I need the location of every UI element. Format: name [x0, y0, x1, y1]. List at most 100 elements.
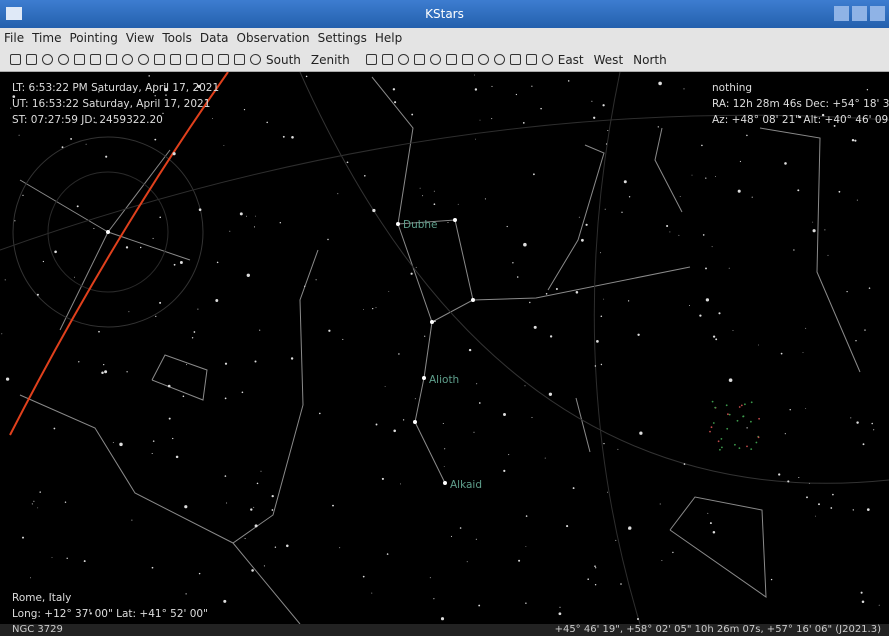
star-field [1, 75, 879, 621]
tool-icon[interactable] [218, 54, 229, 65]
star [37, 294, 39, 296]
star [286, 545, 289, 548]
star [545, 458, 546, 459]
maximize-button[interactable] [852, 6, 867, 21]
star [607, 492, 608, 493]
star [411, 273, 413, 275]
tool-icon[interactable] [42, 54, 53, 65]
star [254, 360, 256, 362]
tool-icon[interactable] [414, 54, 425, 65]
tool-icon[interactable] [122, 54, 133, 65]
info-line: Rome, Italy [12, 592, 71, 604]
star [225, 363, 227, 365]
star [387, 553, 389, 555]
info-line: UT: 16:53:22 Saturday, April 17, 2021 [12, 98, 210, 110]
sky-map[interactable]: LT: 6:53:22 PM Saturday, April 17, 2021U… [0, 72, 889, 624]
direction-button[interactable]: East [558, 53, 584, 67]
star [30, 577, 31, 578]
star [628, 526, 631, 529]
menu-item[interactable]: Data [196, 28, 233, 48]
star [595, 567, 596, 568]
menu-item[interactable]: File [0, 28, 28, 48]
menu-item[interactable]: Time [28, 28, 65, 48]
menu-item[interactable]: View [122, 28, 158, 48]
star [388, 291, 389, 292]
tool-icon[interactable] [26, 54, 37, 65]
tool-icon[interactable] [526, 54, 537, 65]
tool-icon[interactable] [234, 54, 245, 65]
star [729, 378, 733, 382]
tool-icon[interactable] [366, 54, 377, 65]
coordinate-grid [594, 72, 640, 624]
star [853, 509, 854, 510]
star [283, 136, 285, 138]
star [839, 191, 841, 193]
tool-icon[interactable] [510, 54, 521, 65]
star [168, 385, 171, 388]
direction-button[interactable]: South [266, 53, 301, 67]
direction-button[interactable]: North [633, 53, 667, 67]
tool-icon[interactable] [154, 54, 165, 65]
tool-icon[interactable] [494, 54, 505, 65]
cluster-star [744, 403, 746, 405]
star [523, 122, 525, 124]
star [62, 146, 64, 148]
tool-icon[interactable] [542, 54, 553, 65]
star [733, 330, 734, 331]
coordinate-grid [0, 115, 889, 250]
tool-icon[interactable] [10, 54, 21, 65]
star [154, 139, 156, 141]
star [275, 547, 276, 548]
tool-icon[interactable] [202, 54, 213, 65]
close-button[interactable] [870, 6, 885, 21]
star [74, 277, 75, 278]
star [620, 583, 622, 585]
menu-item[interactable]: Tools [158, 28, 196, 48]
bright-star [413, 420, 417, 424]
star [705, 177, 706, 178]
minimize-button[interactable] [834, 6, 849, 21]
tool-icon[interactable] [478, 54, 489, 65]
tool-icon[interactable] [74, 54, 85, 65]
toolbar: South Zenith East West North [0, 48, 889, 72]
star [194, 331, 196, 333]
star [245, 538, 246, 539]
cluster-star [734, 444, 736, 446]
star [176, 456, 179, 459]
star [152, 567, 154, 569]
tool-icon[interactable] [462, 54, 473, 65]
menu-item[interactable]: Pointing [65, 28, 121, 48]
tool-icon[interactable] [250, 54, 261, 65]
star [430, 577, 431, 578]
menu-item[interactable]: Observation [233, 28, 314, 48]
star [1, 333, 2, 334]
tool-icon[interactable] [170, 54, 181, 65]
cluster-star [750, 421, 752, 423]
tool-icon[interactable] [138, 54, 149, 65]
star [347, 161, 349, 163]
star [212, 118, 213, 119]
menu-item[interactable]: Help [371, 28, 406, 48]
tool-icon[interactable] [106, 54, 117, 65]
star [672, 552, 673, 553]
tool-icon[interactable] [90, 54, 101, 65]
tool-icon[interactable] [58, 54, 69, 65]
tool-icon[interactable] [382, 54, 393, 65]
tool-icon[interactable] [186, 54, 197, 65]
star [803, 352, 804, 353]
direction-button[interactable]: Zenith [311, 53, 350, 67]
star [771, 579, 772, 580]
star [549, 393, 552, 396]
star [595, 365, 596, 366]
star [603, 443, 604, 444]
tool-icon[interactable] [446, 54, 457, 65]
star [332, 505, 334, 507]
star [658, 126, 659, 127]
star [479, 402, 481, 404]
star [476, 383, 477, 384]
tool-icon[interactable] [398, 54, 409, 65]
menu-item[interactable]: Settings [314, 28, 371, 48]
star [385, 386, 386, 387]
tool-icon[interactable] [430, 54, 441, 65]
direction-button[interactable]: West [594, 53, 624, 67]
